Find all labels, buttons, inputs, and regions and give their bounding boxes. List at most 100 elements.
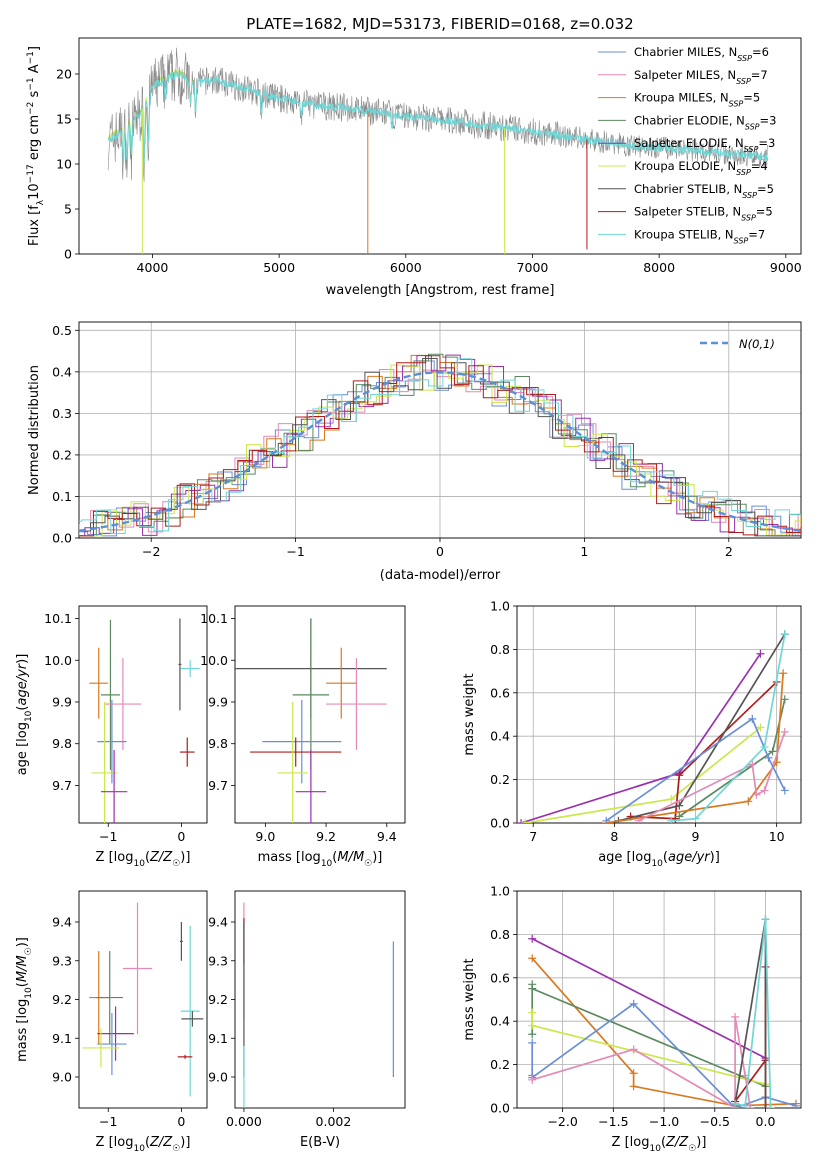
plot-frame — [78, 321, 802, 539]
x-tick-label: 0.0 — [756, 1114, 776, 1129]
series-marker — [667, 816, 676, 823]
x-tick-label: 7000 — [517, 260, 549, 275]
y-tick-label: 0.2 — [490, 1057, 510, 1072]
errorbars — [243, 902, 394, 1108]
x-tick-label: 9000 — [770, 260, 802, 275]
series-marker — [629, 999, 638, 1008]
y-tick-label: 15 — [56, 112, 72, 127]
series-marker — [779, 669, 788, 678]
series-marker — [752, 790, 761, 799]
x-tick-label: 1 — [580, 544, 588, 559]
series-marker — [528, 1038, 537, 1047]
y-axis-label: Flux [fλ10−17 erg cm−2 s−1 A−1] — [26, 46, 46, 246]
x-axis-label: wavelength [Angstrom, rest frame] — [326, 283, 555, 298]
age-vs-mass-panel: 9.0 9.2 9.4 9.7 9.8 9.9 10.0 10.1 mass [log10(M/… — [200, 605, 406, 869]
x-tick-label: 0.000 — [226, 1114, 262, 1129]
x-tick-label: 9.4 — [377, 829, 397, 844]
legend-label: Salpeter STELIB, NSSP=5 — [634, 205, 773, 223]
spectrum-panel: 4000 5000 6000 7000 8000 9000 0 5 10 15 20 Chabrier… — [26, 37, 802, 298]
x-tick-label: 0 — [436, 544, 444, 559]
x-tick-label: 9.2 — [316, 829, 336, 844]
legend-label: Salpeter MILES, NSSP=7 — [634, 68, 768, 86]
y-tick-label: 0.0 — [490, 816, 510, 831]
legend-label: Kroupa STELIB, NSSP=7 — [634, 227, 765, 245]
series-marker — [731, 1099, 740, 1108]
series-marker — [528, 1030, 537, 1039]
y-tick-label: 0.2 — [490, 772, 510, 787]
x-tick-label: −1.5 — [598, 1114, 628, 1129]
series-marker — [756, 649, 765, 658]
y-tick-label: 9.4 — [52, 915, 72, 930]
x-tick-label: 10 — [769, 829, 785, 844]
x-tick-label: −1.0 — [649, 1114, 679, 1129]
y-axis-label: age [log10(age/yr)] — [15, 654, 34, 776]
age-vs-metallicity-panel: −1 0 9.7 9.8 9.9 10.0 10.1 Z [log10(Z/Z☉)] age [… — [15, 605, 208, 869]
x-tick-label: −1 — [99, 829, 117, 844]
series-marker — [741, 1101, 750, 1108]
plot-frame — [234, 605, 406, 824]
model-line-kroupa-stelib — [107, 70, 769, 165]
y-tick-label: 0.4 — [52, 364, 72, 379]
x-tick-label: 7 — [529, 829, 537, 844]
series-marker — [748, 714, 757, 723]
series-marker — [521, 819, 530, 823]
x-tick-label: −1 — [99, 1114, 117, 1129]
series-marker — [675, 801, 684, 810]
x-tick-label: 8 — [610, 829, 618, 844]
series-marker — [780, 630, 789, 639]
series-marker — [528, 984, 537, 993]
histogram-step-line — [79, 358, 801, 534]
x-tick-label: 4000 — [137, 260, 169, 275]
y-tick-label: 10.0 — [200, 653, 228, 668]
x-tick-label: −2 — [142, 544, 160, 559]
series-marker — [761, 1104, 770, 1108]
series-marker — [528, 1075, 537, 1084]
x-axis-label: (data-model)/error — [380, 568, 501, 583]
series-marker — [528, 934, 537, 943]
legend-label: Salpeter ELODIE, NSSP=3 — [634, 136, 775, 154]
errorbars — [82, 902, 204, 1097]
y-tick-label: 10.1 — [44, 611, 72, 626]
series-marker — [528, 1021, 537, 1030]
y-axis-label: mass weight — [462, 958, 477, 1040]
y-tick-label: 9.8 — [208, 736, 228, 751]
x-tick-label: 9.0 — [255, 829, 275, 844]
plot-frame — [78, 605, 208, 824]
observed-spectrum-line — [107, 47, 769, 182]
series-marker — [667, 795, 676, 804]
y-tick-label: 20 — [56, 67, 72, 82]
residual-histogram-panel: −2 −1 0 1 2 0.0 0.1 0.2 0.3 0.4 0.5 N(0,1) (data-mod… — [27, 321, 802, 583]
y-tick-label: 9.0 — [52, 1070, 72, 1085]
spectrum-lines — [107, 47, 769, 254]
errorbars — [235, 618, 387, 823]
mass-weight-vs-metallicity-panel: −2.0 −1.5 −1.0 −0.5 0.0 0.0 0.2 0.4 0.6 0.8 1.0 Z [… — [462, 884, 802, 1154]
series-line — [531, 1016, 752, 1108]
mass-vs-extinction-panel: 0.000 0.002 9.0 9.1 9.2 9.3 9.4 E(B-V) — [208, 890, 406, 1150]
series-line — [630, 681, 778, 820]
series-lines — [517, 630, 789, 823]
series-line — [734, 919, 772, 1108]
x-tick-label: 8000 — [643, 260, 675, 275]
series-marker — [528, 954, 537, 963]
series-marker — [768, 747, 777, 756]
series-line — [671, 634, 786, 822]
x-tick-label: 0 — [177, 829, 185, 844]
series-marker — [760, 786, 769, 795]
y-tick-label: 10.1 — [200, 611, 228, 626]
series-marker — [760, 743, 769, 752]
x-tick-label: −1 — [286, 544, 304, 559]
x-tick-label: 0.002 — [316, 1114, 352, 1129]
plot-frame — [516, 605, 802, 824]
y-axis-label: mass [log10(M/M☉)] — [15, 937, 34, 1062]
y-axis-label: mass weight — [462, 673, 477, 755]
y-tick-label: 0.8 — [490, 642, 510, 657]
x-tick-label: 2 — [725, 544, 733, 559]
x-axis-label: age [log10(age/yr)] — [598, 850, 720, 869]
y-tick-label: 0.4 — [490, 1014, 510, 1029]
series-marker — [629, 1045, 638, 1054]
y-tick-label: 0.8 — [490, 927, 510, 942]
x-tick-label: −2.0 — [547, 1114, 577, 1129]
y-tick-label: 0.0 — [52, 531, 72, 546]
y-tick-label: 0.4 — [490, 729, 510, 744]
y-tick-label: 9.2 — [208, 992, 228, 1007]
